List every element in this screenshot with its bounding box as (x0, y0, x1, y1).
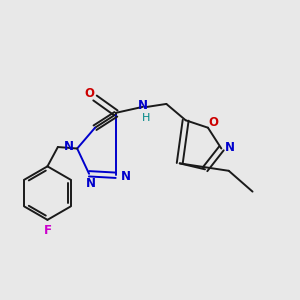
Text: O: O (208, 116, 218, 129)
Text: H: H (142, 113, 151, 123)
Text: N: N (64, 140, 74, 153)
Text: O: O (85, 87, 95, 100)
Text: N: N (225, 140, 235, 154)
Text: N: N (138, 99, 148, 112)
Text: N: N (121, 170, 131, 183)
Text: N: N (85, 177, 96, 190)
Text: F: F (44, 224, 52, 237)
